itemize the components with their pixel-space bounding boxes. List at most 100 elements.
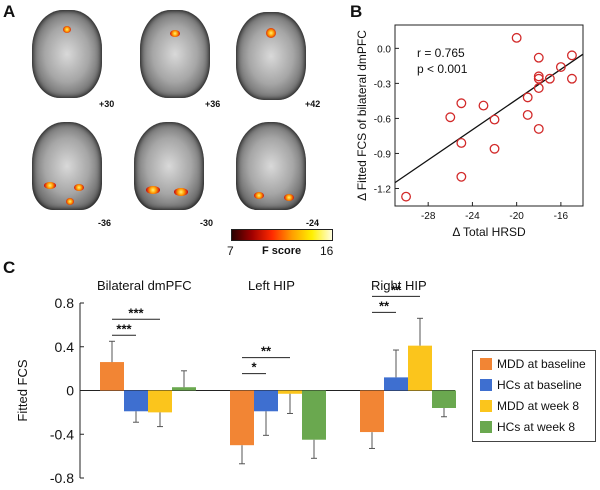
scatter-plot-frame xyxy=(394,24,584,207)
scatter-point xyxy=(533,73,544,84)
activation-blob xyxy=(66,198,74,205)
significance-label: ** xyxy=(379,298,390,313)
x-tick-label: -20 xyxy=(509,211,524,222)
scatter-point xyxy=(544,73,555,84)
significance-label: *** xyxy=(128,305,144,320)
activation-blob xyxy=(44,182,56,189)
legend-item: HCs at baseline xyxy=(480,378,582,392)
legend-swatch-mdd-week8 xyxy=(480,400,492,412)
scatter-point xyxy=(456,171,467,182)
bar xyxy=(124,390,148,412)
scatter-point xyxy=(478,100,489,111)
y-tick-label: 0.8 xyxy=(55,295,75,311)
scatter-point xyxy=(401,191,412,202)
colorbar-max: 16 xyxy=(320,244,334,258)
scatter-point xyxy=(533,123,544,134)
bar xyxy=(360,390,384,433)
bar xyxy=(278,390,302,394)
legend-item: MDD at week 8 xyxy=(480,399,579,413)
scatter-point xyxy=(522,109,533,120)
bar xyxy=(230,390,254,446)
legend-swatch-mdd-baseline xyxy=(480,358,492,370)
scatter-point xyxy=(522,92,533,103)
activation-blob xyxy=(63,26,71,33)
y-tick-label: 0.0 xyxy=(377,44,391,55)
bar-legend: MDD at baseline HCs at baseline MDD at w… xyxy=(472,350,596,442)
bar xyxy=(384,377,408,391)
scatter-point xyxy=(445,112,456,123)
y-tick-label: 0.4 xyxy=(55,339,75,355)
legend-item: HCs at week 8 xyxy=(480,420,575,434)
axial-slice-1 xyxy=(32,10,102,98)
bar xyxy=(302,390,326,440)
y-tick-label: -0.6 xyxy=(374,114,392,125)
regression-line xyxy=(394,53,584,184)
y-tick-label: -0.3 xyxy=(374,79,392,90)
colorbar-min: 7 xyxy=(227,244,234,258)
bar-y-label: Fitted FCS xyxy=(15,359,30,421)
x-tick-label: -16 xyxy=(554,211,569,222)
colorbar xyxy=(231,229,333,241)
coronal-slice-2 xyxy=(134,122,204,210)
group-title-left-hip: Left HIP xyxy=(248,278,295,293)
scatter-point xyxy=(566,73,577,84)
scatter-x-label: Δ Total HRSD xyxy=(452,225,526,239)
activation-blob xyxy=(174,188,188,196)
activation-blob xyxy=(254,192,264,199)
activation-blob xyxy=(74,184,84,191)
group-title-right-hip: Right HIP xyxy=(371,278,427,293)
activation-blob xyxy=(284,194,294,201)
correlation-p: p < 0.001 xyxy=(417,62,468,76)
slice-label: -36 xyxy=(98,218,112,228)
x-tick-label: -24 xyxy=(465,211,480,222)
scatter-point xyxy=(489,143,500,154)
scatter-point xyxy=(511,32,522,43)
activation-blob xyxy=(170,30,180,37)
scatter-point xyxy=(566,50,577,61)
panel-b-letter: B xyxy=(350,2,363,21)
y-tick-label: -0.4 xyxy=(50,426,74,442)
panel-c-letter: C xyxy=(3,258,16,277)
coronal-slice-1 xyxy=(32,122,102,210)
y-tick-label: -0.9 xyxy=(374,149,392,160)
scatter-point xyxy=(533,83,544,94)
scatter-point xyxy=(456,98,467,109)
axial-slice-2 xyxy=(140,10,210,98)
bar xyxy=(432,390,456,408)
correlation-r: r = 0.765 xyxy=(417,46,465,60)
slice-label: +36 xyxy=(205,99,221,109)
legend-item: MDD at baseline xyxy=(480,357,586,371)
legend-label: HCs at week 8 xyxy=(497,420,576,434)
axial-slice-3 xyxy=(236,12,306,100)
significance-label: ** xyxy=(261,344,272,359)
slice-label: -30 xyxy=(200,218,214,228)
coronal-slice-3 xyxy=(236,122,306,210)
scatter-point xyxy=(489,114,500,125)
slice-label: +30 xyxy=(99,99,115,109)
legend-label: MDD at baseline xyxy=(497,357,586,371)
slice-label: +42 xyxy=(305,99,321,109)
x-tick-label: -28 xyxy=(421,211,436,222)
y-tick-label: -1.2 xyxy=(374,184,392,195)
scatter-point xyxy=(456,137,467,148)
significance-label: *** xyxy=(116,321,132,336)
activation-blob xyxy=(146,186,160,194)
legend-swatch-hc-baseline xyxy=(480,379,492,391)
legend-label: HCs at baseline xyxy=(497,378,582,392)
group-title-dmpfc: Bilateral dmPFC xyxy=(97,278,192,293)
panel-a-letter: A xyxy=(3,2,16,21)
bar xyxy=(100,362,124,391)
scatter-point xyxy=(555,62,566,72)
scatter-y-label: Δ Fitted FCS of bilateral dmPFC xyxy=(355,30,369,201)
legend-swatch-hc-week8 xyxy=(480,421,492,433)
scatter-point xyxy=(533,71,544,82)
bar xyxy=(408,345,432,391)
significance-label: * xyxy=(251,360,257,375)
slice-label: -24 xyxy=(306,218,320,228)
legend-label: MDD at week 8 xyxy=(497,399,580,413)
bar xyxy=(148,390,172,413)
bar xyxy=(172,387,196,391)
y-tick-label: -0.8 xyxy=(50,470,74,486)
y-tick-label: 0 xyxy=(66,383,74,399)
colorbar-title: F score xyxy=(262,245,302,257)
